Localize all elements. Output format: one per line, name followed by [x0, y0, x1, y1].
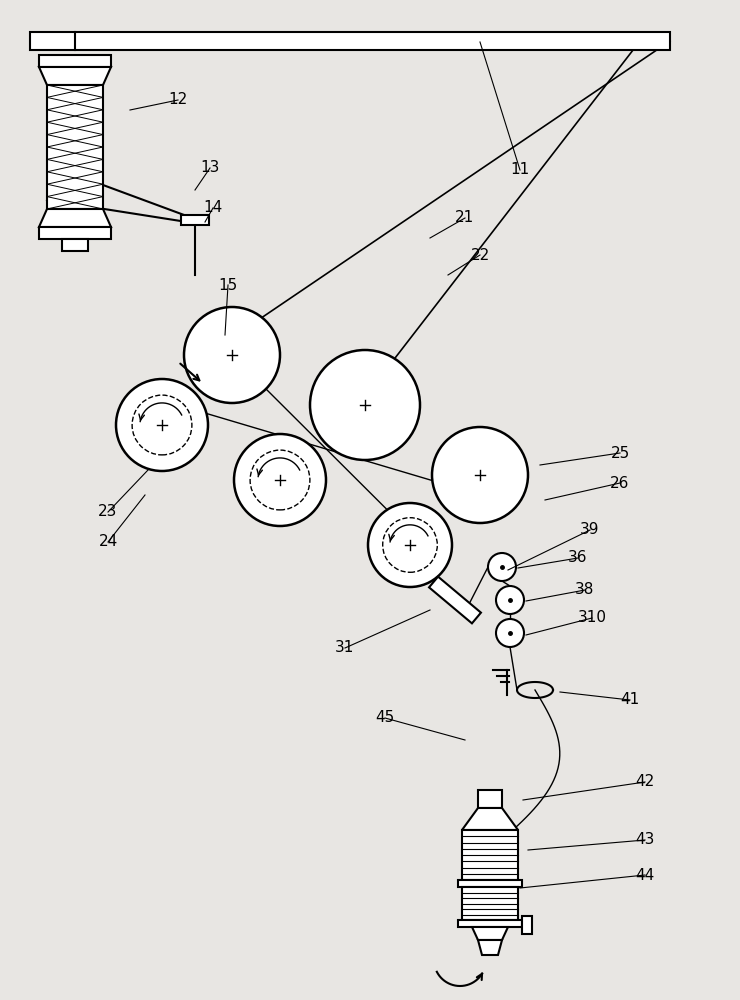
Text: 12: 12: [169, 93, 188, 107]
Bar: [62, 239, 88, 251]
Text: 43: 43: [636, 832, 655, 848]
Text: 45: 45: [375, 710, 394, 726]
Text: 41: 41: [620, 692, 639, 708]
Bar: [458, 920, 522, 927]
Text: 15: 15: [218, 277, 238, 292]
Text: 36: 36: [568, 550, 588, 566]
Text: 310: 310: [577, 610, 607, 626]
Polygon shape: [39, 209, 111, 227]
Text: 26: 26: [610, 476, 630, 490]
Text: 14: 14: [204, 200, 223, 216]
Polygon shape: [429, 577, 481, 623]
Bar: [39, 55, 111, 67]
Text: 13: 13: [201, 160, 220, 176]
Bar: [462, 830, 518, 880]
Text: 23: 23: [98, 504, 118, 520]
Text: 22: 22: [471, 247, 490, 262]
Text: 25: 25: [610, 446, 630, 460]
Circle shape: [432, 427, 528, 523]
Text: 39: 39: [580, 522, 599, 538]
Bar: [458, 880, 522, 887]
Text: 44: 44: [636, 867, 655, 882]
Bar: [47, 85, 103, 209]
Polygon shape: [462, 808, 518, 830]
Bar: [30, 32, 670, 50]
Circle shape: [116, 379, 208, 471]
Polygon shape: [472, 927, 508, 940]
Text: 38: 38: [575, 582, 595, 597]
Text: 42: 42: [636, 774, 655, 790]
Text: 24: 24: [98, 534, 118, 550]
Polygon shape: [39, 67, 111, 85]
Circle shape: [234, 434, 326, 526]
Circle shape: [488, 553, 516, 581]
Text: 21: 21: [455, 211, 474, 226]
Circle shape: [310, 350, 420, 460]
Circle shape: [496, 586, 524, 614]
Bar: [39, 227, 111, 239]
Bar: [522, 916, 532, 934]
Text: 31: 31: [335, 641, 354, 656]
Circle shape: [184, 307, 280, 403]
Polygon shape: [478, 940, 502, 955]
Circle shape: [496, 619, 524, 647]
Text: 11: 11: [511, 162, 530, 178]
Circle shape: [368, 503, 452, 587]
Bar: [462, 887, 518, 920]
Bar: [181, 215, 209, 225]
Bar: [478, 790, 502, 808]
